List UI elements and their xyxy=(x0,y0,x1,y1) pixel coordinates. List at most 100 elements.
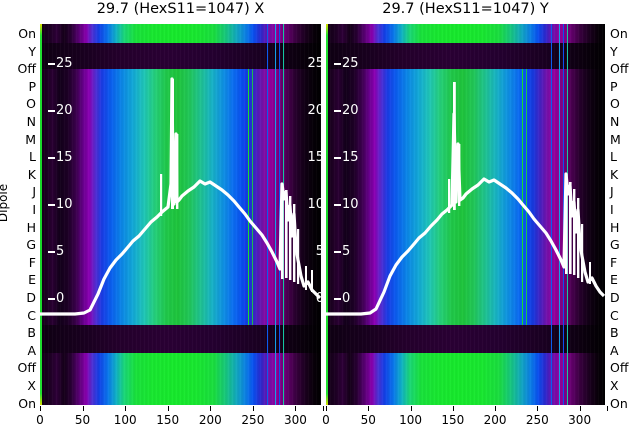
cat-tick-right-x-20: X xyxy=(610,378,619,393)
x-tick-label-right-200: 200 xyxy=(483,413,507,427)
cat-tick-right-b-17: B xyxy=(610,325,619,341)
cat-tick-right-j-9: J xyxy=(610,184,614,200)
x-tick-mark-left-edge xyxy=(323,406,324,411)
inner-tick-dash xyxy=(48,204,55,206)
inner-tick-dash xyxy=(48,298,55,300)
x-tick-label-left-250: 250 xyxy=(241,413,265,427)
cat-tick-left-l-7: L xyxy=(29,149,36,165)
cat-tick-left-p-3: P xyxy=(28,78,36,94)
overlay-trace-y xyxy=(326,82,605,316)
inner-ytick-20: 20 xyxy=(342,103,359,118)
feature-line xyxy=(248,69,249,325)
x-tick-mark-left-250 xyxy=(252,406,254,411)
cat-tick-right-p-3: P xyxy=(610,78,618,94)
feature-line xyxy=(267,24,268,405)
left-edge-rail xyxy=(326,24,328,405)
inner-ytick-right-20: 20 xyxy=(307,103,321,118)
x-tick-mark-right-300 xyxy=(579,406,581,411)
cat-tick-right-d-15: D xyxy=(610,290,620,305)
inner-tick-dash xyxy=(334,298,341,300)
inner-ytick-15: 15 xyxy=(56,150,73,165)
inner-ytick-10: 10 xyxy=(56,197,73,212)
inner-tick-dash xyxy=(334,251,341,253)
inner-ytick-0: 0 xyxy=(56,291,65,306)
inner-tick-dash xyxy=(334,63,341,65)
x-tick-label-left-100: 100 xyxy=(113,413,137,427)
x-tick-mark-left-200 xyxy=(210,406,212,411)
cat-tick-left-n-5: N xyxy=(26,114,36,129)
cat-tick-right-off-19: Off xyxy=(610,360,629,376)
cat-tick-right-c-16: C xyxy=(610,307,619,323)
cat-tick-left-h-11: H xyxy=(26,219,36,235)
panel-title-right: 29.7 (HexS11=1047) Y xyxy=(382,1,549,17)
panel-title-left: 29.7 (HexS11=1047) X xyxy=(96,1,265,17)
feature-line xyxy=(559,24,560,405)
heatmap-panel-right[interactable]: 25 20 15 10 5 0 xyxy=(326,24,605,405)
cat-tick-left-m-6: M xyxy=(25,131,36,147)
inner-ytick-right-15: 15 xyxy=(307,150,321,165)
x-tick-mark-right-50 xyxy=(368,406,370,411)
x-tick-label-left-50: 50 xyxy=(74,413,91,427)
feature-line xyxy=(252,69,253,325)
x-tick-mark-left-50 xyxy=(82,406,84,411)
inner-ytick-right-10: 10 xyxy=(307,197,321,212)
upper-dark-band xyxy=(40,43,321,69)
cat-tick-right-a-18: A xyxy=(610,342,619,358)
x-tick-mark-left-150 xyxy=(167,406,169,411)
inner-ytick-right-0: 0 xyxy=(315,291,321,306)
x-tick-mark-right-200 xyxy=(495,406,497,411)
feature-line xyxy=(279,24,280,405)
lower-dark-band xyxy=(326,325,605,353)
cat-tick-left-b-17: B xyxy=(27,325,36,341)
overlay-trace-x xyxy=(40,77,321,316)
feature-line xyxy=(522,69,523,325)
bottom-color-band xyxy=(40,353,321,405)
x-tick-mark-left-300 xyxy=(295,406,297,411)
x-tick-label-right-250: 250 xyxy=(525,413,549,427)
cat-tick-left-j-9: J xyxy=(32,184,36,200)
x-tick-mark-right-100 xyxy=(410,406,412,411)
cat-tick-left-c-16: C xyxy=(27,307,36,323)
x-tick-mark-right-edge xyxy=(607,406,608,411)
inner-tick-dash xyxy=(48,63,55,65)
top-color-band xyxy=(326,24,605,43)
cat-tick-right-f-13: F xyxy=(610,254,618,270)
inner-ytick-5: 5 xyxy=(342,244,351,259)
cat-tick-left-d-15: D xyxy=(26,290,36,305)
upper-dark-band xyxy=(326,43,605,69)
inner-tick-dash xyxy=(48,157,55,159)
heatmap-panel-left[interactable]: 25 20 15 10 5 0 25 20 15 10 5 0 xyxy=(40,24,321,405)
x-tick-label-right-0: 0 xyxy=(322,413,330,427)
inner-ytick-25: 25 xyxy=(342,56,359,71)
x-tick-label-right-100: 100 xyxy=(399,413,422,427)
cat-tick-right-on-21: On xyxy=(610,395,628,411)
inner-tick-dash xyxy=(48,110,55,112)
top-color-band xyxy=(40,24,321,43)
cat-tick-right-m-6: M xyxy=(610,131,621,147)
cat-tick-left-off-2: Off xyxy=(17,61,36,77)
x-tick-label-right-150: 150 xyxy=(441,413,465,427)
inner-ytick-25: 25 xyxy=(56,56,73,71)
inner-ytick-right-5: 5 xyxy=(315,244,321,259)
cat-tick-right-o-4: O xyxy=(610,96,620,112)
cat-tick-left-y-1: Y xyxy=(28,43,36,59)
x-tick-label-left-300: 300 xyxy=(284,413,307,427)
x-tick-label-right-300: 300 xyxy=(568,413,592,427)
cat-tick-left-x-20: X xyxy=(27,378,36,393)
cat-tick-right-e-14: E xyxy=(610,272,618,288)
feature-line xyxy=(563,24,564,405)
feature-line xyxy=(526,69,527,325)
x-tick-mark-left-0 xyxy=(40,406,41,411)
cat-tick-left-on-21: On xyxy=(18,395,36,411)
x-tick-label-left-200: 200 xyxy=(198,413,222,427)
cat-tick-right-l-7: L xyxy=(610,149,617,165)
cat-tick-right-i-10: I xyxy=(610,202,614,217)
cat-tick-left-g-12: G xyxy=(26,237,36,253)
inner-tick-dash xyxy=(334,204,341,206)
inner-ytick-10: 10 xyxy=(342,197,359,212)
x-tick-mark-left-100 xyxy=(125,406,127,411)
cat-tick-left-k-8: K xyxy=(27,166,36,182)
left-edge-rail xyxy=(40,24,42,405)
cat-tick-left-off-19: Off xyxy=(17,360,36,376)
cat-tick-left-i-10: I xyxy=(32,202,36,217)
